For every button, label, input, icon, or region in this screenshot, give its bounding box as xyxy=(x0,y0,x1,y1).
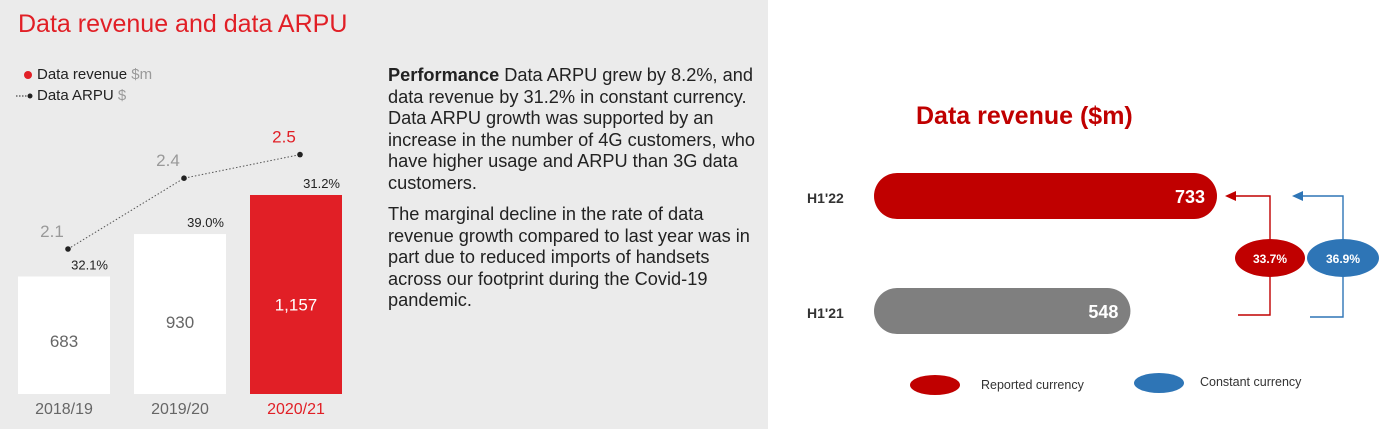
revenue-value-label: 930 xyxy=(166,313,194,332)
data-revenue-bar-chart: Data revenue ($m) 733 H1'22 548 H1'21 33.7% 36… xyxy=(807,102,1379,395)
x-tick-label: 2018/19 xyxy=(35,401,93,418)
x-tick-label: 2020/21 xyxy=(267,401,325,418)
arpu-value-label: 2.4 xyxy=(156,151,180,170)
dotted-line-icon xyxy=(16,93,33,99)
h-bar-0 xyxy=(874,173,1217,219)
bar-value-label: 548 xyxy=(1088,302,1118,322)
revenue-bar-0 xyxy=(18,276,110,394)
growth-badge-label: 36.9% xyxy=(1326,252,1360,266)
commentary-paragraph-2: The marginal decline in the rate of data… xyxy=(388,204,750,310)
chart-title: Data revenue and data ARPU xyxy=(18,10,348,38)
growth-badge-0 xyxy=(1235,239,1305,277)
x-tick-label: 2019/20 xyxy=(151,401,209,418)
growth-arrow-1 xyxy=(1292,191,1303,201)
growth-label: 39.0% xyxy=(187,215,224,230)
legend-label: Data revenue xyxy=(37,66,128,83)
revenue-value-label: 683 xyxy=(50,332,78,351)
growth-badge-label: 33.7% xyxy=(1253,252,1287,266)
commentary-heading: Performance xyxy=(388,65,500,85)
commentary-text-1: Data ARPU grew by 8.2%, and data revenue… xyxy=(388,65,755,193)
arpu-value-label: 2.5 xyxy=(272,128,296,147)
y-tick-label: H1'22 xyxy=(807,190,844,206)
red-dot-icon xyxy=(24,71,32,80)
bar-value-label: 733 xyxy=(1175,187,1205,207)
performance-commentary: Performance Data ARPU grew by 8.2%, and … xyxy=(388,65,760,322)
legend-unit: $m xyxy=(131,66,153,83)
revenue-arpu-chart: 683 2018/19 2.1 32.1% 930 2019/20 2.4 39.0% 1,15… xyxy=(18,128,342,418)
legend-unit: $ xyxy=(117,87,127,104)
commentary-paragraph-1: Performance Data ARPU grew by 8.2%, and … xyxy=(388,65,760,194)
legend-label-reported: Reported currency xyxy=(981,378,1085,392)
y-tick-label: H1'21 xyxy=(807,305,844,321)
legend-item-data-revenue: Data revenue $m xyxy=(22,66,152,83)
legend-marker-reported xyxy=(910,375,960,395)
growth-label: 32.1% xyxy=(71,258,108,273)
arpu-line xyxy=(67,154,301,250)
arpu-value-label: 2.1 xyxy=(40,222,64,241)
growth-label: 31.2% xyxy=(303,176,340,191)
legend-label: Data ARPU xyxy=(37,87,114,104)
h-bar-1 xyxy=(874,288,1131,334)
revenue-bar-2 xyxy=(250,194,342,394)
chart-title: Data revenue ($m) xyxy=(916,102,1133,130)
growth-badge-1 xyxy=(1307,239,1379,277)
legend-label-constant: Constant currency xyxy=(1200,375,1302,389)
growth-arrow-0 xyxy=(1225,191,1236,201)
legend-marker-constant xyxy=(1134,373,1184,393)
arpu-point xyxy=(65,246,71,252)
arpu-point xyxy=(297,151,303,158)
revenue-value-label: 1,157 xyxy=(275,295,318,314)
left-panel: Data revenue and data ARPU Data revenue … xyxy=(0,0,768,429)
legend-item-data-arpu: Data ARPU $ xyxy=(16,87,126,104)
revenue-bar-1 xyxy=(134,234,226,394)
arpu-point xyxy=(181,175,187,181)
